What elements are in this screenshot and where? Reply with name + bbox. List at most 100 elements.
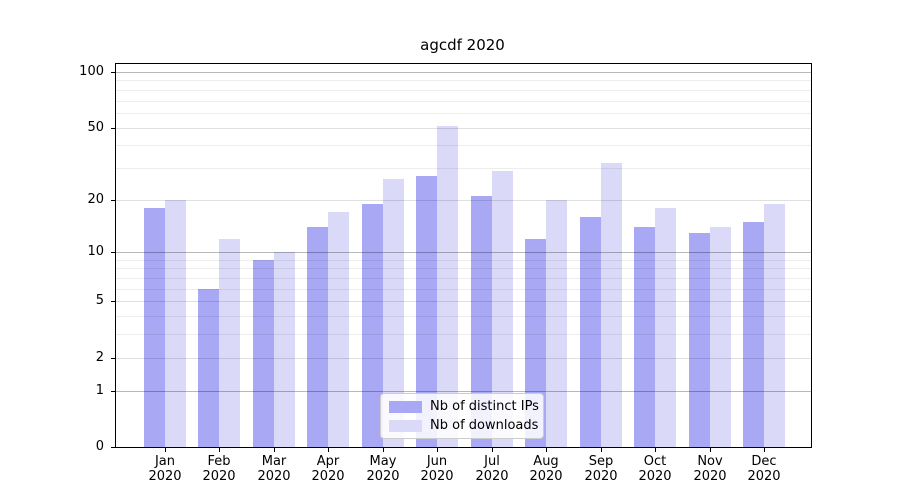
bar-jun-downloads	[437, 126, 458, 447]
x-tick-label-jul: Jul 2020	[464, 454, 520, 484]
y-tick-label-50: 50	[87, 120, 104, 135]
bar-jun-ips	[416, 176, 437, 447]
bar-dec-downloads	[764, 204, 785, 447]
x-tick-year: 2020	[638, 469, 672, 484]
bar-jan-ips	[144, 208, 165, 447]
y-tick-label-100: 100	[79, 64, 104, 79]
bar-oct-downloads	[655, 208, 676, 447]
legend-swatch-downloads	[389, 419, 422, 432]
bar-jan-downloads	[165, 200, 186, 447]
y-tick-label-20: 20	[87, 192, 104, 207]
bar-nov-downloads	[710, 227, 731, 447]
bar-nov-ips	[689, 233, 710, 447]
bar-sep-ips	[580, 217, 601, 447]
gridline-50	[116, 128, 811, 129]
bar-mar-downloads	[274, 252, 295, 447]
x-tick-jul	[492, 448, 493, 452]
y-tick-5	[111, 301, 116, 302]
bar-feb-ips	[198, 289, 219, 447]
x-tick-mar	[274, 448, 275, 452]
gridline-7	[116, 278, 811, 279]
x-tick-label-jan: Jan 2020	[137, 454, 193, 484]
x-tick-month: Feb	[207, 454, 231, 469]
gridline-8	[116, 268, 811, 269]
gridline-20	[116, 200, 811, 201]
y-tick-2	[111, 358, 116, 359]
x-tick-month: May	[369, 454, 397, 469]
x-tick-aug	[546, 448, 547, 452]
x-tick-label-oct: Oct 2020	[627, 454, 683, 484]
plot-area: Nb of distinct IPs Nb of downloads	[115, 63, 812, 448]
bar-mar-ips	[253, 260, 274, 447]
gridline-1	[116, 391, 811, 392]
x-tick-year: 2020	[747, 469, 781, 484]
x-tick-dec	[764, 448, 765, 452]
x-tick-apr	[328, 448, 329, 452]
x-tick-label-nov: Nov 2020	[682, 454, 738, 484]
y-tick-20	[111, 200, 116, 201]
x-tick-year: 2020	[366, 469, 400, 484]
x-tick-month: Sep	[588, 454, 614, 469]
legend-swatch-distinct-ips	[389, 400, 422, 413]
bar-may-ips	[362, 204, 383, 447]
gridline-3	[116, 334, 811, 335]
y-tick-label-0: 0	[95, 439, 104, 454]
x-tick-month: Dec	[751, 454, 777, 469]
chart-title: agcdf 2020	[420, 36, 505, 54]
legend-item-downloads: Nb of downloads	[389, 418, 538, 433]
y-tick-label-1: 1	[95, 383, 104, 398]
x-tick-label-jun: Jun 2020	[409, 454, 465, 484]
y-tick-10	[111, 252, 116, 253]
x-tick-month: Mar	[261, 454, 287, 469]
y-tick-100	[111, 72, 116, 73]
gridline-100	[116, 72, 811, 73]
x-tick-year: 2020	[693, 469, 727, 484]
bar-jul-downloads	[492, 171, 513, 447]
x-tick-year: 2020	[475, 469, 509, 484]
x-tick-sep	[601, 448, 602, 452]
x-tick-year: 2020	[202, 469, 236, 484]
x-tick-label-aug: Aug 2020	[518, 454, 574, 484]
gridline-60	[116, 113, 811, 114]
bar-dec-ips	[743, 222, 764, 447]
gridline-80	[116, 90, 811, 91]
y-tick-50	[111, 128, 116, 129]
x-tick-month: Aug	[533, 454, 559, 469]
bar-aug-downloads	[546, 200, 567, 447]
legend: Nb of distinct IPs Nb of downloads	[380, 393, 544, 439]
gridline-2	[116, 358, 811, 359]
y-tick-label-5: 5	[95, 293, 104, 308]
y-tick-0	[111, 447, 116, 448]
x-tick-month: Jul	[484, 454, 500, 469]
x-tick-oct	[655, 448, 656, 452]
y-tick-1	[111, 391, 116, 392]
x-tick-year: 2020	[311, 469, 345, 484]
x-tick-month: Apr	[316, 454, 340, 469]
x-tick-may	[383, 448, 384, 452]
x-tick-month: Jan	[154, 454, 176, 469]
x-tick-label-apr: Apr 2020	[300, 454, 356, 484]
x-tick-year: 2020	[584, 469, 618, 484]
x-tick-year: 2020	[148, 469, 182, 484]
y-tick-label-2: 2	[95, 350, 104, 365]
bar-apr-downloads	[328, 212, 349, 447]
x-tick-label-feb: Feb 2020	[191, 454, 247, 484]
legend-label-distinct-ips: Nb of distinct IPs	[430, 399, 539, 414]
x-tick-label-mar: Mar 2020	[246, 454, 302, 484]
bar-feb-downloads	[219, 239, 240, 447]
x-tick-month: Jun	[426, 454, 448, 469]
gridline-4	[116, 316, 811, 317]
gridline-90	[116, 80, 811, 81]
bar-oct-ips	[634, 227, 655, 447]
legend-item-distinct-ips: Nb of distinct IPs	[389, 399, 539, 414]
x-tick-label-may: May 2020	[355, 454, 411, 484]
x-tick-year: 2020	[420, 469, 454, 484]
bar-jul-ips	[471, 196, 492, 447]
x-tick-jun	[437, 448, 438, 452]
x-tick-month: Oct	[643, 454, 667, 469]
gridline-30	[116, 168, 811, 169]
x-tick-year: 2020	[257, 469, 291, 484]
bar-may-downloads	[383, 179, 404, 447]
x-tick-label-sep: Sep 2020	[573, 454, 629, 484]
